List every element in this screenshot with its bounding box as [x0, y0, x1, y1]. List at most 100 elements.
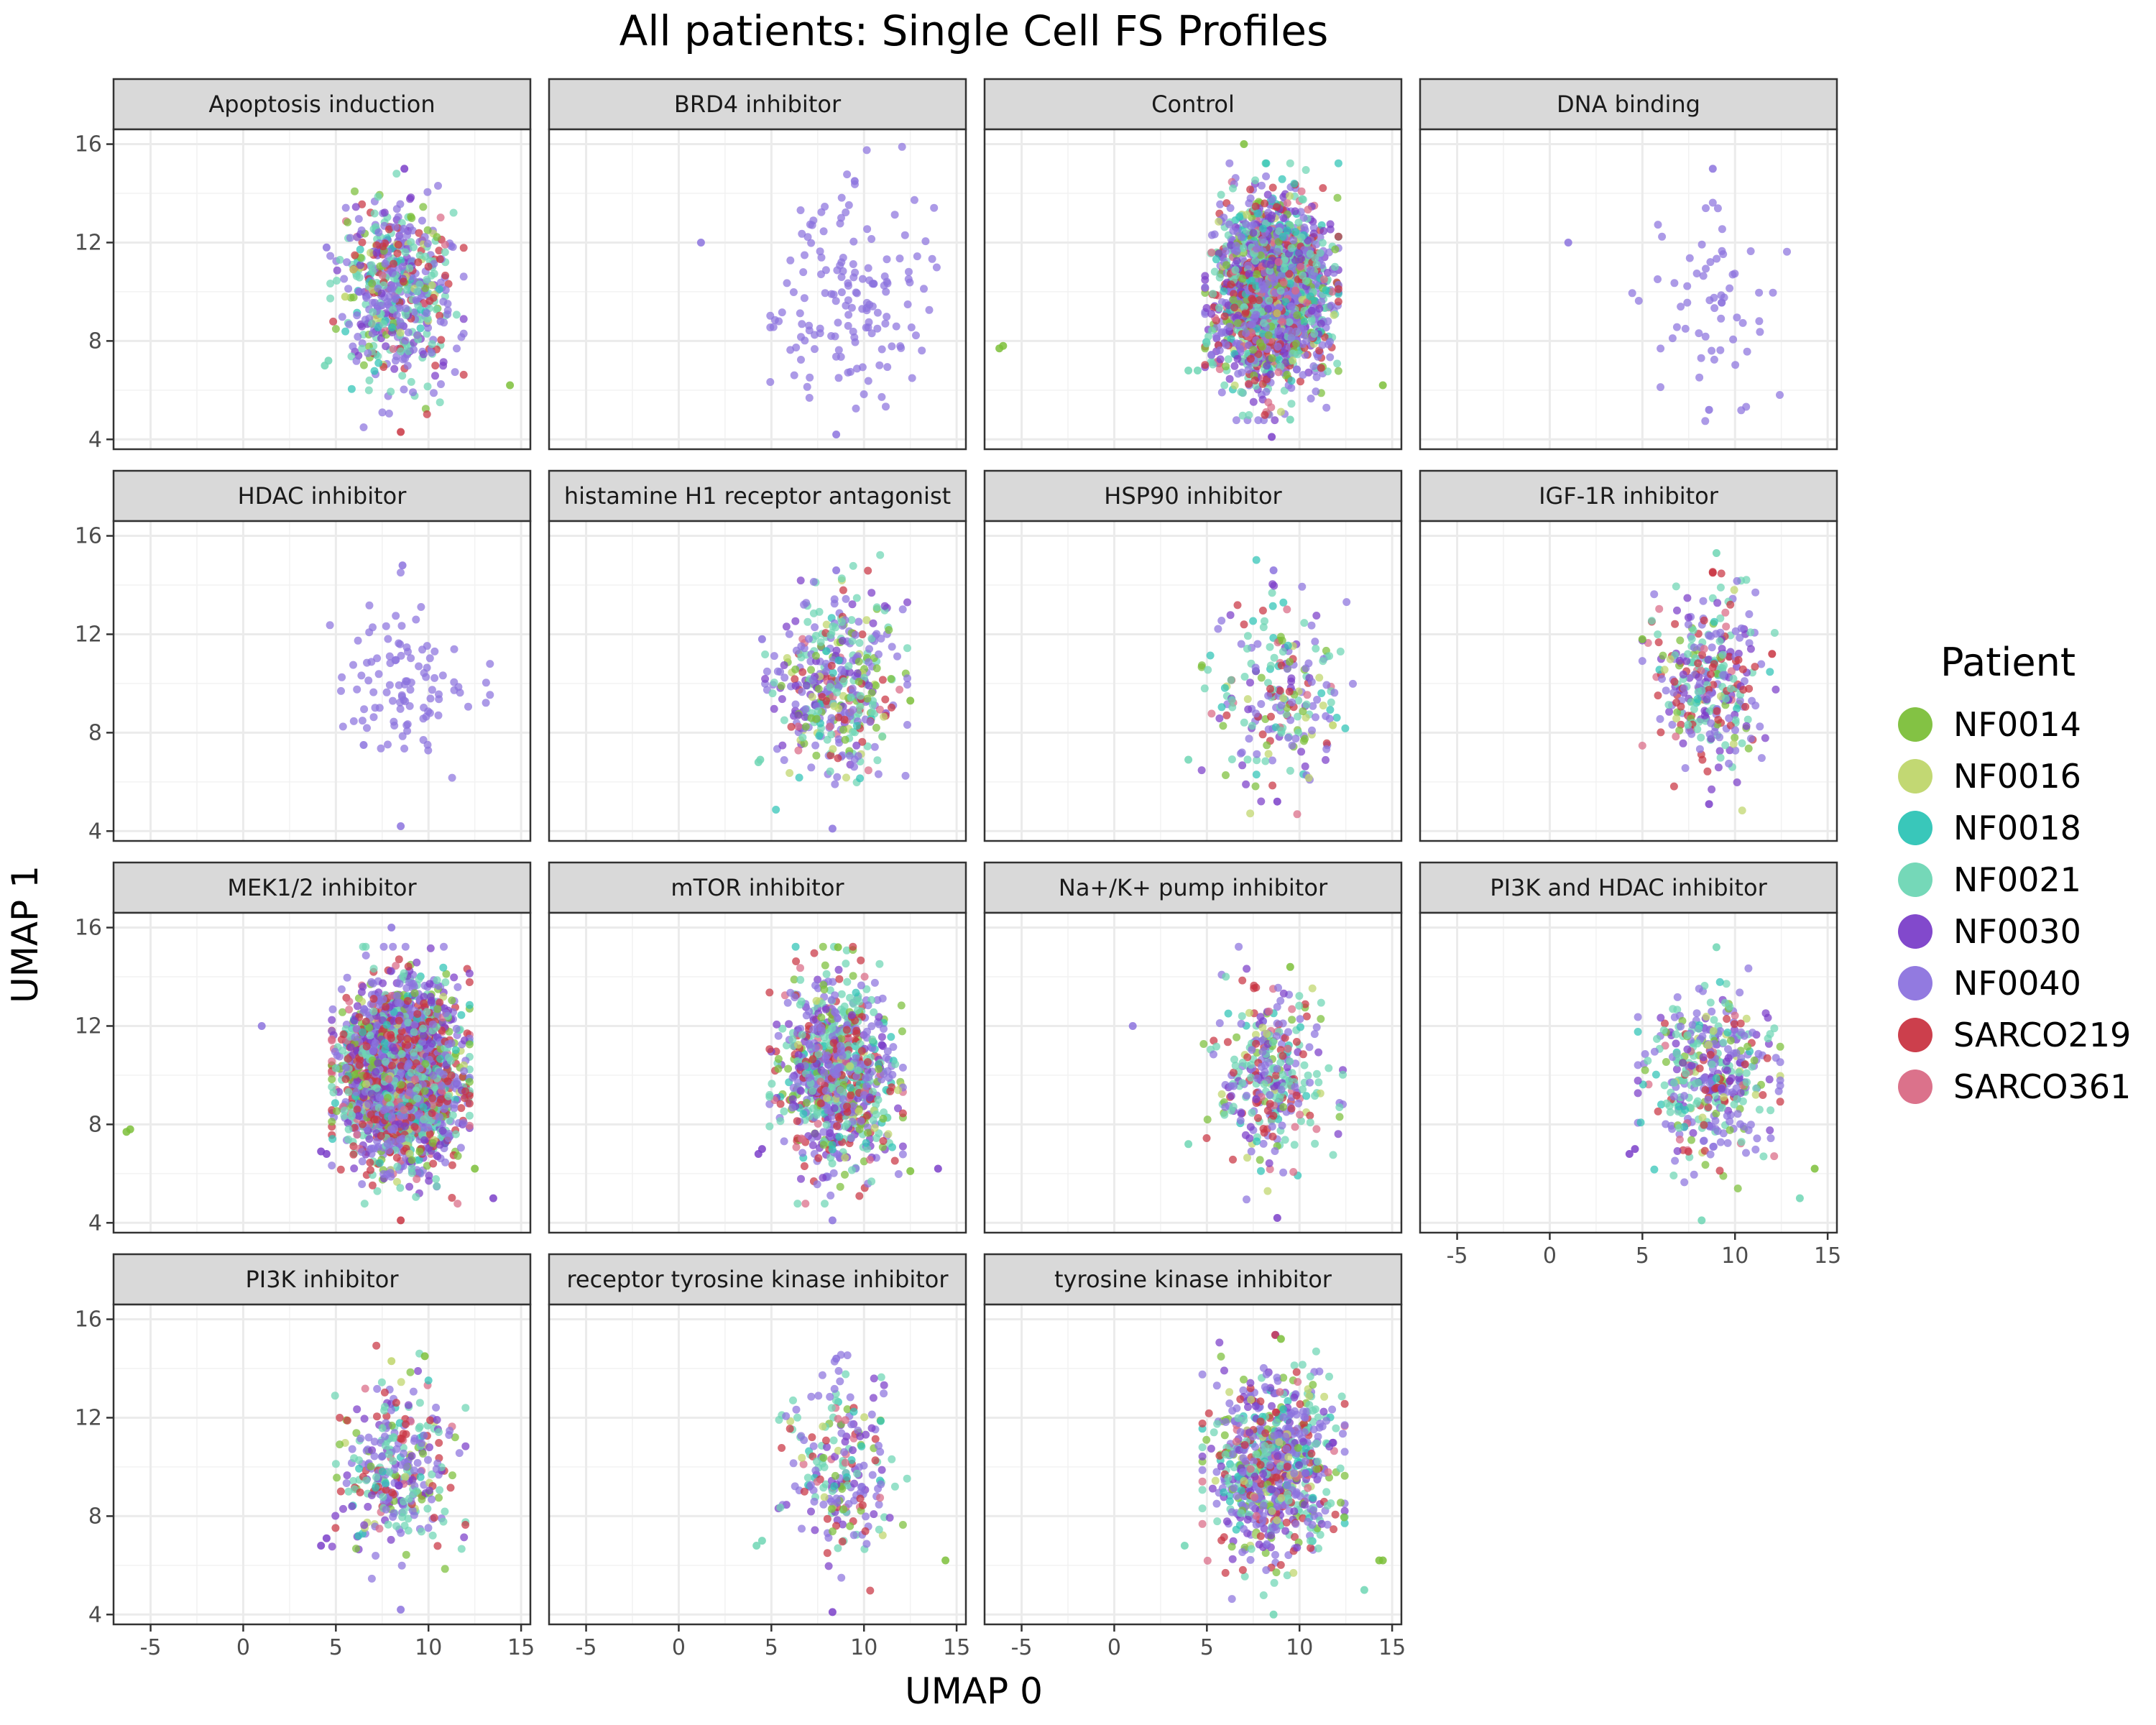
data-point [1313, 696, 1322, 704]
data-point [1297, 254, 1305, 263]
data-point [423, 410, 431, 418]
data-point [1322, 403, 1331, 412]
data-point [800, 740, 808, 748]
data-point [1253, 750, 1261, 758]
data-point [1710, 617, 1718, 626]
data-point [1307, 678, 1316, 686]
data-point [782, 622, 791, 631]
data-point [430, 389, 438, 397]
data-point [390, 282, 398, 290]
data-point [783, 279, 791, 288]
data-point [349, 293, 358, 302]
data-point [424, 262, 433, 271]
data-point [457, 1104, 466, 1113]
data-point [766, 378, 775, 386]
data-point [1670, 678, 1679, 686]
data-point [1658, 675, 1666, 683]
data-point [326, 252, 335, 260]
data-point [1283, 605, 1291, 614]
data-point [789, 288, 798, 296]
data-point [459, 315, 468, 323]
data-point [855, 639, 864, 647]
data-point [1331, 262, 1339, 271]
data-point [356, 261, 364, 270]
data-point [811, 741, 820, 750]
data-point [393, 249, 402, 257]
data-point [350, 1123, 359, 1132]
data-point [373, 1187, 382, 1195]
data-point [930, 203, 939, 212]
data-point [1657, 728, 1665, 737]
data-point [1733, 313, 1741, 322]
data-point [1330, 269, 1338, 277]
data-point [1251, 202, 1260, 211]
panel-background [1420, 521, 1837, 841]
data-point [1271, 416, 1279, 425]
data-point [1255, 296, 1263, 305]
data-point [1206, 651, 1215, 660]
data-point [381, 259, 390, 268]
data-point [852, 404, 860, 413]
data-point [345, 320, 354, 328]
facet-strip-label: Apoptosis induction [208, 91, 435, 118]
data-point [831, 780, 839, 788]
data-point [352, 356, 361, 365]
data-point [756, 755, 765, 764]
data-point [1201, 361, 1210, 369]
data-point [1207, 709, 1216, 718]
grid-lines [1420, 129, 1837, 449]
data-point [799, 268, 808, 277]
data-point [403, 231, 412, 239]
data-point [1293, 318, 1302, 326]
data-point [1693, 725, 1702, 734]
data-point [1233, 257, 1241, 265]
data-point [867, 235, 876, 243]
data-point [1268, 196, 1276, 203]
data-point [360, 705, 369, 714]
data-point [1238, 275, 1247, 283]
data-point [844, 321, 852, 330]
data-point [434, 711, 443, 719]
data-point [903, 598, 911, 607]
data-point [925, 305, 934, 314]
data-point [833, 773, 842, 781]
data-point [1264, 678, 1272, 687]
data-point [1325, 714, 1334, 723]
data-point [1253, 270, 1261, 278]
data-point [883, 255, 891, 264]
data-point [363, 658, 371, 667]
data-point [425, 709, 434, 717]
data-point [888, 703, 895, 712]
grid-lines [114, 129, 530, 449]
data-point [336, 256, 344, 264]
data-point [864, 264, 872, 272]
data-point [1200, 684, 1209, 693]
data-point [357, 671, 366, 680]
data-point [359, 361, 368, 369]
data-point [1233, 339, 1241, 348]
data-point [1564, 239, 1572, 247]
data-point [377, 289, 386, 298]
data-point [1233, 354, 1242, 363]
panel-border [983, 520, 1403, 842]
data-point [423, 226, 432, 234]
data-point [1261, 410, 1269, 419]
data-point [795, 773, 803, 782]
data-point [1710, 355, 1718, 364]
data-point [1217, 190, 1225, 199]
data-point [1297, 233, 1306, 242]
scatter-points [326, 561, 494, 830]
data-point [1282, 710, 1291, 719]
data-point [1249, 397, 1258, 406]
data-point [853, 669, 862, 678]
data-point [356, 245, 364, 254]
data-point [331, 325, 340, 334]
data-point [819, 227, 828, 236]
data-point [1731, 716, 1740, 724]
data-point [1286, 326, 1294, 335]
data-point [349, 717, 358, 725]
data-point [1217, 329, 1225, 337]
data-point [367, 261, 376, 270]
data-point [412, 615, 420, 624]
